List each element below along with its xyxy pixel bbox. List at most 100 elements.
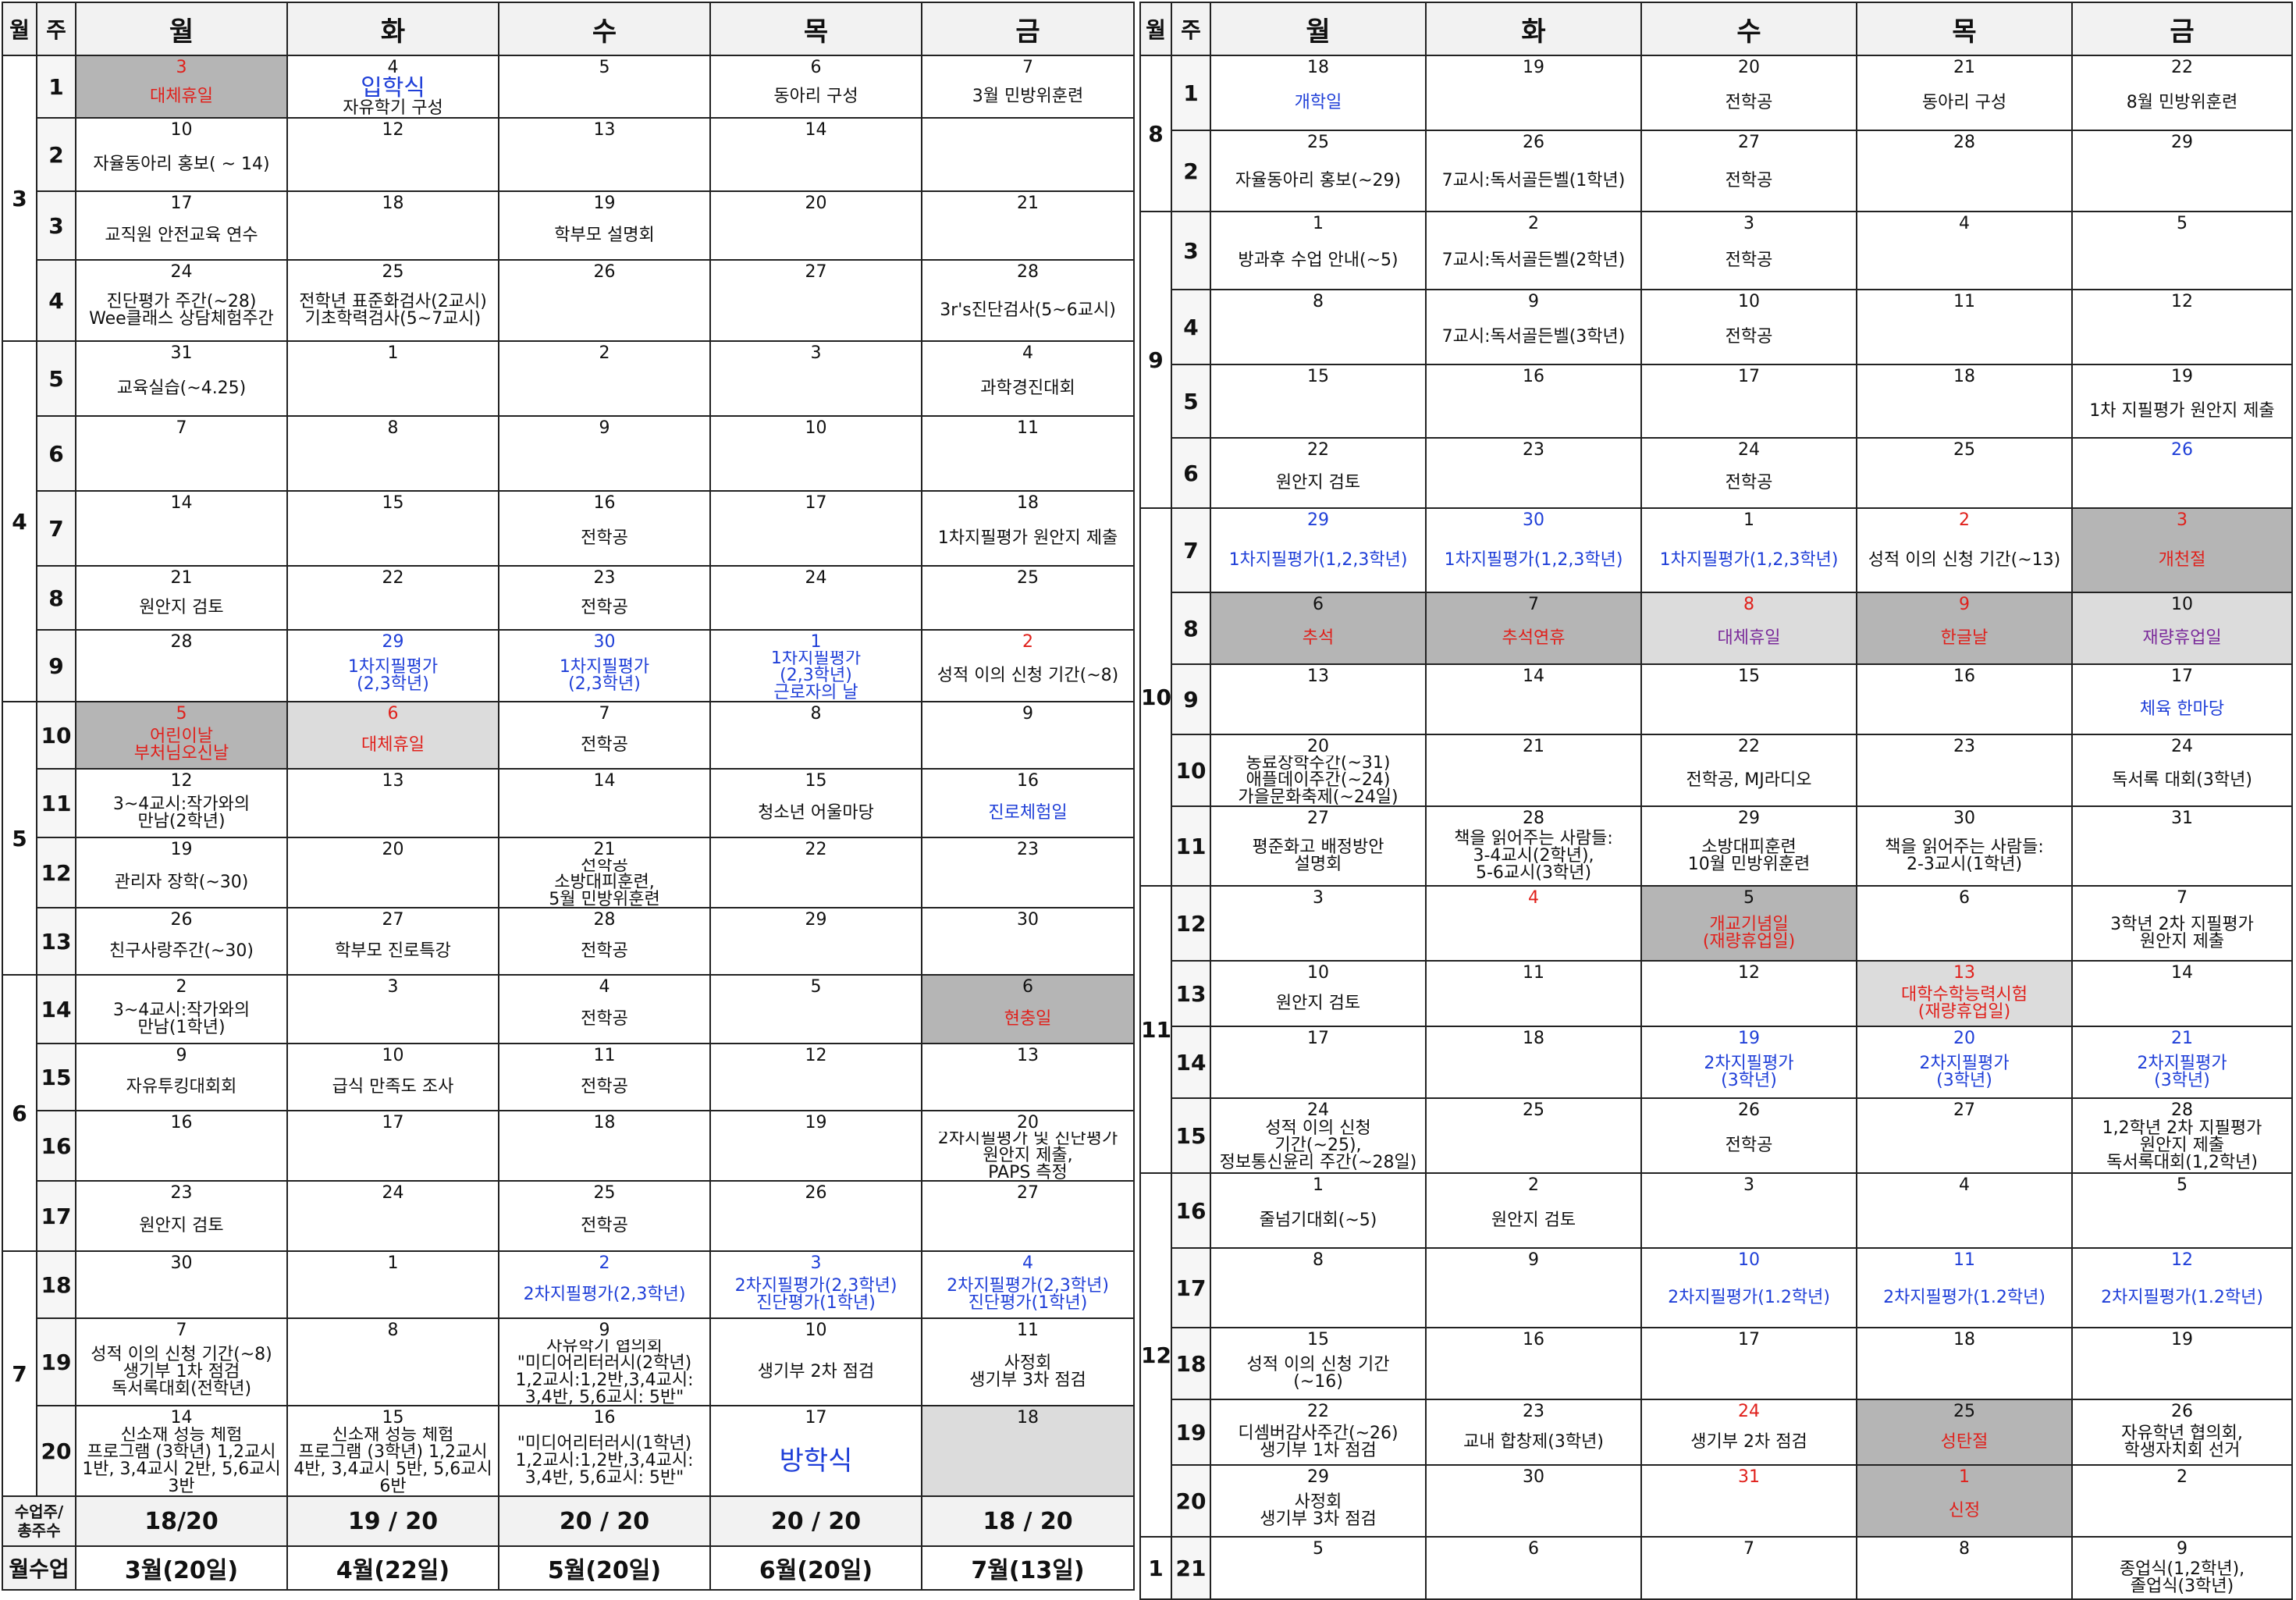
day-event: 8월 민방위훈련 xyxy=(2126,93,2238,112)
day-cell: 29 소방대피훈련 10월 민방위훈련 xyxy=(1640,805,1857,887)
day-number: 25 xyxy=(1017,568,1039,588)
day-event: 추석연휴 xyxy=(1502,628,1566,648)
day-number: 1 xyxy=(1313,214,1324,233)
day-cell: 17 xyxy=(1210,1026,1427,1099)
month-label: 10 xyxy=(1139,507,1172,887)
header-month: 월 xyxy=(1139,2,1172,56)
week-row: 7 18 30 1 2 2차지필평가(2,3학년) 3 2차지필평가(2,3학년) 진단평가(… xyxy=(2,1250,1135,1497)
day-number: 16 xyxy=(1953,667,1975,686)
day-cell: 3 xyxy=(1210,885,1427,962)
day-event: 줄넘기대회(~5) xyxy=(1259,1211,1377,1230)
day-event xyxy=(1427,1486,1640,1535)
day-number: 15 xyxy=(382,493,404,513)
day-event xyxy=(77,651,286,700)
day-number: 8 xyxy=(1313,1250,1324,1270)
day-event xyxy=(1427,982,1640,1025)
day-cell: 23 전학공 xyxy=(498,565,711,631)
day-event xyxy=(1858,907,2070,959)
day-number: 28 xyxy=(593,910,616,930)
day-number: 2 xyxy=(1528,1175,1539,1195)
day-number: 16 xyxy=(1523,1330,1544,1349)
day-event xyxy=(2074,311,2291,363)
day-number: 8 xyxy=(810,704,822,724)
day-cell: 29 xyxy=(709,907,922,976)
day-cell: 30 xyxy=(1425,1464,1642,1538)
day-number: 3 xyxy=(1313,888,1324,908)
summary-value: 18/20 xyxy=(75,1495,288,1547)
day-event xyxy=(500,437,709,489)
day-number: 6 xyxy=(1022,977,1033,997)
day-number: 31 xyxy=(2171,809,2193,828)
day-cell: 29 1차지필평가 (2,3학년) xyxy=(286,629,499,702)
day-event: 신소재 성능 체험 프로그램 (3학년) 1,2교시 4반, 3,4교시 5반,… xyxy=(293,1427,492,1495)
day-event: "미디어리터러시(1학년) 1,2교시:1,2반,3,4교시: 3,4반, 5,… xyxy=(515,1434,694,1488)
day-number: 14 xyxy=(170,493,193,513)
day-cell: 8 xyxy=(1210,289,1427,365)
day-number: 10 xyxy=(170,120,193,140)
day-cell: 6 xyxy=(1425,1536,1642,1600)
day-cell: 4 2차지필평가(2,3학년) 진단평가(1학년) xyxy=(921,1250,1135,1319)
day-cell: 22 8월 민방위훈련 xyxy=(2071,55,2293,131)
week-number: 20 xyxy=(1171,1464,1211,1538)
day-number: 9 xyxy=(1528,1250,1539,1270)
day-event xyxy=(1858,459,2070,507)
day-number: 23 xyxy=(1523,440,1544,460)
day-cell: 5 xyxy=(498,55,711,119)
day-event: 성적 이의 신청 기간(~8) xyxy=(937,666,1119,685)
day-cell: 3 xyxy=(1640,1172,1857,1249)
month-label: 4 xyxy=(2,340,37,702)
day-cell: 19 학부모 설명회 xyxy=(498,190,711,261)
day-number: 24 xyxy=(1738,1402,1760,1421)
day-number: 21 xyxy=(593,840,616,859)
day-number: 18 xyxy=(1017,493,1039,513)
day-cell: 24 독서록 대회(3학년) xyxy=(2071,734,2293,807)
day-event xyxy=(1427,756,1640,805)
day-event xyxy=(1858,386,2070,436)
day-cell: 2 3~4교시:작가와의 만남(1학년) xyxy=(75,974,288,1044)
day-event xyxy=(500,139,709,190)
day-cell: 7 3월 민방위훈련 xyxy=(921,55,1135,119)
day-number: 3 xyxy=(1743,1175,1754,1195)
header-day: 월 xyxy=(75,2,288,56)
week-number: 14 xyxy=(1171,1026,1211,1099)
day-event: 체육 한마당 xyxy=(2139,699,2225,719)
day-event: 전학공 xyxy=(581,1216,628,1236)
day-event xyxy=(289,212,497,258)
day-cell: 20 2차지필평가 (3학년) xyxy=(1856,1026,2073,1099)
month-label: 9 xyxy=(1139,211,1172,509)
day-cell: 23 xyxy=(1425,437,1642,509)
day-cell: 4 xyxy=(1425,885,1642,962)
day-cell: 28 1,2학년 2차 지필평가 원안지 제출 독서록대회(1,2학년) xyxy=(2071,1097,2293,1174)
day-cell: 31 교육실습(~4.25) xyxy=(75,340,288,417)
day-number: 5 xyxy=(2177,1175,2188,1195)
day-cell: 2 원안지 검토 xyxy=(1425,1172,1642,1249)
day-cell: 12 2차지필평가(1.2학년) xyxy=(2071,1247,2293,1328)
day-event xyxy=(1643,1194,1855,1246)
day-cell: 3 xyxy=(286,974,499,1044)
day-cell: 18 1차지필평가 원안지 제출 xyxy=(921,490,1135,567)
day-number: 11 xyxy=(593,1046,616,1065)
day-cell: 7 추석연휴 xyxy=(1425,592,1642,665)
day-number: 13 xyxy=(593,120,616,140)
day-number: 3 xyxy=(387,977,399,997)
day-cell: 3 전학공 xyxy=(1640,211,1857,290)
day-number: 27 xyxy=(1738,133,1760,152)
day-number: 9 xyxy=(1528,292,1539,311)
day-cell: 16 xyxy=(75,1110,288,1182)
day-number: 29 xyxy=(1307,510,1329,530)
day-number: 21 xyxy=(2171,1029,2193,1048)
day-number: 5 xyxy=(810,977,822,997)
day-event: 신정 xyxy=(1948,1501,1981,1520)
day-cell: 31 xyxy=(1640,1464,1857,1538)
day-cell: 30 책을 읽어주는 사람들: 2-3교시(1학년) xyxy=(1856,805,2073,887)
day-number: 17 xyxy=(1738,1330,1760,1349)
day-event xyxy=(289,512,497,564)
day-event: 생기부 2차 점검 xyxy=(757,1362,875,1381)
day-number: 9 xyxy=(176,1046,187,1065)
week-number: 14 xyxy=(36,974,76,1044)
week-row: 6 7 8 9 10 11 xyxy=(2,415,1135,492)
week-number: 1 xyxy=(1171,55,1211,131)
day-event xyxy=(1858,1349,2070,1398)
day-event xyxy=(500,76,709,116)
